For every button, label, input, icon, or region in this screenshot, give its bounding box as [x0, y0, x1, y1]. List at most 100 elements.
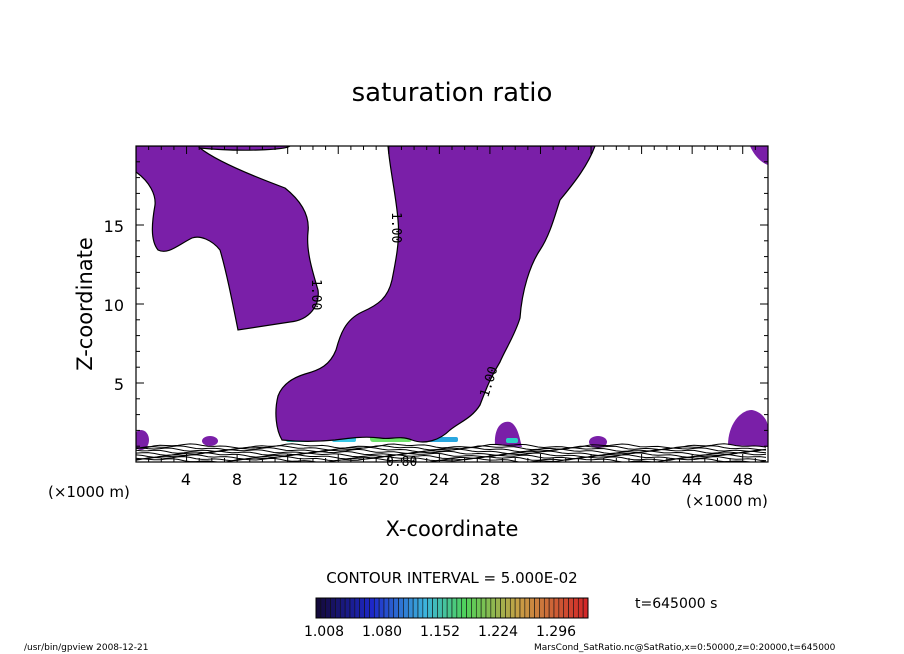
colorbar-segment [320, 597, 327, 619]
ground-contour-line [136, 452, 767, 458]
colorbar-segment [543, 597, 550, 619]
low-level-blob [728, 410, 768, 447]
colorbar-segment [577, 597, 584, 619]
colorbar-segment [378, 597, 385, 619]
y-tick-label: 10 [104, 296, 124, 315]
x-axis-title: X-coordinate [386, 517, 519, 541]
ground-contour-line [136, 448, 767, 455]
low-level-blob [136, 430, 149, 450]
colorbar-segment [529, 597, 535, 619]
x-tick-label: 28 [480, 470, 500, 489]
colorbar-segment [427, 597, 433, 619]
colorbar-segment [500, 597, 506, 619]
colorbar-segment [412, 597, 419, 619]
colorbar-segment [553, 597, 560, 619]
x-tick-label: 16 [328, 470, 348, 489]
footer-left: /usr/bin/gpview 2008-12-21 [24, 643, 148, 653]
colorbar-segment [509, 597, 516, 619]
x-tick-label: 4 [181, 470, 191, 489]
colorbar-segment [330, 597, 336, 619]
colorbar-segment [339, 597, 346, 619]
colorbar-frame [315, 597, 589, 619]
colorbar-segment [485, 597, 492, 619]
z-units-label: (×1000 m) [48, 483, 130, 501]
colorbar-segment [524, 597, 531, 619]
colorbar-segment [432, 597, 438, 619]
colorbar-segment [383, 597, 390, 619]
colorbar-segment [514, 597, 521, 619]
x-tick-label: 12 [278, 470, 298, 489]
colorbar-tick-label: 1.224 [478, 624, 518, 640]
y-tick-label: 15 [104, 217, 124, 236]
footer-right: MarsCond_SatRatio.nc@SatRatio,x=0:50000,… [534, 643, 836, 653]
colorbar-segment [388, 597, 395, 619]
x-tick-label: 40 [631, 470, 651, 489]
x-tick-label: 8 [232, 470, 242, 489]
colorbar-segment [480, 597, 487, 619]
colorbar-segment [441, 597, 448, 619]
colorbar-segment [563, 597, 569, 619]
supersaturated-region-right [750, 146, 768, 165]
x-tick-label: 36 [581, 470, 601, 489]
ground-contour-line [136, 457, 767, 462]
ground-contour-line [136, 450, 767, 456]
x-tick-label: 44 [682, 470, 702, 489]
colorbar-segment [344, 597, 351, 619]
colorbar-segment [422, 597, 429, 619]
colorbar-segment [417, 597, 424, 619]
colorbar-segment [354, 597, 361, 619]
colorbar-segment [446, 597, 453, 619]
colorbar-segment [359, 597, 365, 619]
colorbar-segment [369, 597, 375, 619]
colorbar-segment [471, 597, 477, 619]
colorbar-segment [573, 597, 579, 619]
colorbar [315, 597, 589, 619]
chart-title: saturation ratio [352, 78, 553, 108]
x-tick-labels: 4 8 12 16 20 24 28 32 36 40 44 48 [181, 470, 753, 489]
colorbar-segment [582, 597, 589, 619]
colorbar-segment [364, 597, 370, 619]
ground-contour-band [136, 443, 767, 462]
colorbar-tick-label: 1.008 [304, 624, 344, 640]
colorbar-segment [534, 597, 540, 619]
x-tick-label: 24 [429, 470, 449, 489]
x-tick-label: 48 [733, 470, 753, 489]
colorbar-tick-labels: 1.008 1.080 1.152 1.224 1.296 [304, 624, 576, 640]
ground-contour-line [136, 454, 767, 460]
high-value-patch [506, 438, 518, 443]
colorbar-segment [466, 597, 472, 619]
contour-label: 1.00 [388, 212, 403, 243]
plot-area [136, 146, 768, 462]
contour-label: 1.00 [308, 279, 323, 310]
x-tick-label: 20 [379, 470, 399, 489]
x-ticks [148, 146, 756, 462]
colorbar-segment [325, 597, 331, 619]
colorbar-segment [475, 597, 482, 619]
y-axis-title: Z-coordinate [73, 237, 97, 371]
colorbar-segment [349, 597, 356, 619]
low-level-blob [202, 436, 218, 446]
colorbar-segment [456, 597, 463, 619]
colorbar-segment [539, 597, 545, 619]
colorbar-tick-label: 1.080 [362, 624, 402, 640]
colorbar-segment [490, 597, 497, 619]
colorbar-segment [373, 597, 380, 619]
colorbar-tick-label: 1.296 [536, 624, 576, 640]
colorbar-segment [548, 597, 555, 619]
colorbar-segment [519, 597, 526, 619]
colorbar-segment [437, 597, 443, 619]
colorbar-segment [495, 597, 501, 619]
colorbar-segment [315, 597, 322, 619]
y-tick-label: 5 [114, 375, 124, 394]
colorbar-segment [558, 597, 565, 619]
colorbar-segment [461, 597, 467, 619]
y-tick-labels: 5 10 15 [104, 217, 124, 394]
colorbar-segment [451, 597, 458, 619]
x-tick-label: 32 [530, 470, 550, 489]
colorbar-segment [398, 597, 404, 619]
colorbar-segment [335, 597, 341, 619]
colorbar-segment [407, 597, 414, 619]
x-units-label: (×1000 m) [686, 492, 768, 510]
contour-interval: CONTOUR INTERVAL = 5.000E-02 [326, 569, 577, 587]
